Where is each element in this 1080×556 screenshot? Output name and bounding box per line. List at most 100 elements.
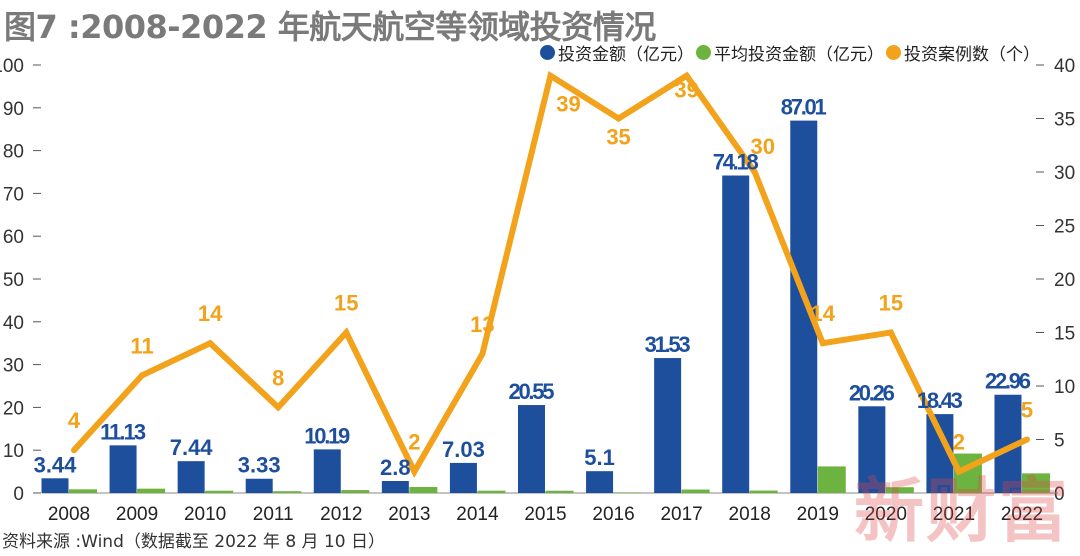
- cases-point: [207, 340, 214, 347]
- left-axis-tick-label: 10: [3, 441, 24, 462]
- x-axis-tick-label: 2011: [253, 504, 294, 525]
- cases-point: [71, 447, 77, 454]
- investment-bar: [177, 461, 205, 493]
- cases-data-label: 14: [811, 301, 836, 326]
- x-axis-tick-label: 2020: [865, 504, 907, 525]
- chart-legend: 投资金额（亿元） 平均投资金额（亿元） 投资案例数（个）: [538, 40, 1040, 65]
- investment-data-label: 20.55: [508, 379, 554, 404]
- source-note: 资料来源 :Wind（数据截至 2022 年 8 月 10 日）: [2, 532, 385, 552]
- investment-bar: [586, 471, 614, 493]
- legend-swatch: [540, 45, 555, 60]
- investment-bar: [722, 175, 750, 494]
- x-axis-tick-label: 2022: [1001, 504, 1043, 525]
- legend-item: 投资金额（亿元）: [540, 40, 694, 65]
- average-bar: [885, 487, 914, 493]
- investment-data-label: 20.26: [849, 380, 895, 405]
- cases-point: [343, 329, 350, 336]
- right-axis-tick-label: 0: [1054, 484, 1065, 505]
- left-axis-tick-label: 20: [3, 398, 24, 419]
- investment-data-label: 22.96: [985, 369, 1031, 394]
- left-axis-tick-label: 80: [3, 142, 24, 163]
- left-axis-tick-label: 70: [3, 184, 24, 205]
- legend-label: 投资案例数（个）: [904, 45, 1040, 65]
- average-bar: [749, 490, 778, 493]
- right-axis-tick-label: 30: [1054, 163, 1075, 184]
- average-bar: [341, 490, 370, 493]
- investment-data-label: 18.43: [917, 388, 963, 413]
- cases-point: [819, 340, 826, 347]
- x-axis-tick-label: 2013: [388, 504, 430, 525]
- legend-item: 平均投资金额（亿元）: [696, 40, 884, 65]
- cases-point: [955, 468, 962, 475]
- investment-bar: [381, 481, 409, 493]
- average-bar: [817, 466, 846, 493]
- average-bar: [69, 489, 97, 493]
- cases-data-label: 5: [1021, 398, 1033, 423]
- right-axis-tick-label: 20: [1054, 270, 1075, 291]
- investment-data-label: 31.53: [645, 332, 691, 357]
- average-bar: [137, 488, 166, 493]
- chart-title: 图7 :2008-2022 年航天航空等领域投资情况: [4, 8, 656, 46]
- x-axis-tick-label: 2008: [48, 504, 90, 525]
- investment-data-label: 74.18: [713, 150, 759, 175]
- cases-data-label: 15: [334, 291, 358, 316]
- average-bar: [681, 489, 710, 493]
- cases-point: [1023, 436, 1030, 443]
- cases-data-label: 13: [470, 312, 494, 337]
- cases-data-label: 2: [953, 430, 965, 455]
- x-axis-tick-label: 2014: [456, 504, 499, 525]
- investment-data-label: 10.19: [304, 423, 350, 448]
- average-bar: [409, 487, 438, 493]
- investment-data-label: 7.03: [442, 437, 485, 462]
- x-axis-tick-label: 2017: [660, 504, 702, 525]
- investment-data-label: 5.1: [584, 445, 615, 470]
- investment-data-label: 87.01: [781, 95, 827, 120]
- cases-point: [547, 72, 554, 79]
- legend-swatch: [696, 45, 711, 60]
- investment-bar: [313, 449, 341, 493]
- x-axis-tick-label: 2018: [729, 504, 771, 525]
- cases-point: [275, 404, 282, 411]
- cases-data-label: 2: [408, 430, 420, 455]
- cases-data-label: 4: [68, 408, 81, 433]
- x-axis-tick-label: 2016: [592, 504, 634, 525]
- left-axis-tick-label: 60: [3, 227, 24, 248]
- cases-point: [887, 329, 894, 336]
- cases-data-label: 30: [750, 134, 774, 159]
- right-axis-tick-label: 5: [1054, 431, 1065, 452]
- cases-point: [615, 115, 622, 122]
- left-axis-tick-label: 0: [13, 484, 24, 505]
- cases-data-label: 11: [130, 333, 153, 358]
- x-axis-tick-label: 2015: [524, 504, 566, 525]
- right-axis-tick-label: 10: [1054, 377, 1075, 398]
- cases-point: [751, 169, 758, 175]
- cases-data-label: 14: [198, 301, 223, 326]
- legend-label: 平均投资金额（亿元）: [714, 45, 884, 65]
- cases-point: [479, 350, 486, 357]
- right-axis-tick-label: 40: [1054, 56, 1075, 77]
- x-axis-tick-label: 2012: [320, 504, 362, 525]
- investment-data-label: 11.13: [100, 419, 146, 444]
- left-axis-tick-label: 30: [3, 356, 24, 377]
- investment-bar: [654, 358, 682, 493]
- investment-bar: [858, 406, 886, 493]
- x-axis-tick-label: 2021: [933, 504, 975, 525]
- cases-data-label: 35: [606, 125, 630, 150]
- investment-bar: [41, 478, 69, 493]
- investment-data-label: 7.44: [170, 435, 214, 460]
- average-bar: [273, 491, 302, 493]
- average-bar: [613, 492, 642, 493]
- average-bar: [205, 490, 234, 493]
- x-axis-tick-label: 2010: [184, 504, 226, 525]
- legend-label: 投资金额（亿元）: [558, 45, 694, 65]
- investment-bar: [449, 462, 477, 493]
- investment-bar: [790, 120, 818, 493]
- right-axis-tick-label: 15: [1054, 324, 1075, 345]
- legend-swatch: [886, 45, 901, 60]
- cases-point: [411, 468, 418, 475]
- cases-data-label: 39: [556, 92, 580, 117]
- investment-data-label: 3.44: [34, 452, 78, 477]
- investment-bar: [109, 445, 137, 493]
- investment-data-label: 3.33: [238, 453, 281, 478]
